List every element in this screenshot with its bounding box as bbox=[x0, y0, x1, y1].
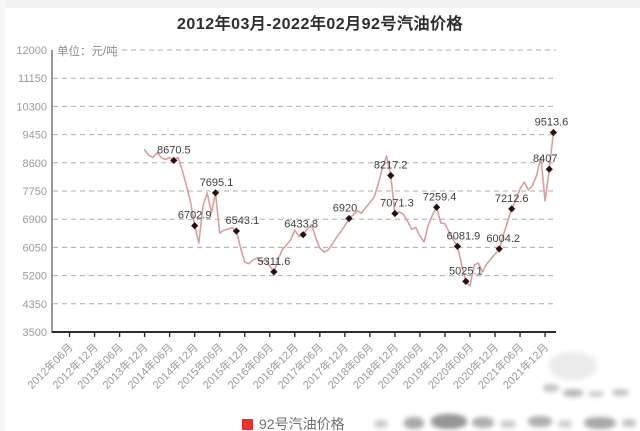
data-point-value-label: 8407 bbox=[533, 153, 557, 165]
legend-series-label: 92号汽油价格 bbox=[259, 416, 345, 431]
data-point-marker bbox=[453, 242, 462, 250]
blurred-watermark-blob bbox=[549, 352, 597, 380]
data-point-marker bbox=[545, 165, 553, 173]
blurred-watermark-blob bbox=[528, 416, 552, 427]
y-axis-tick-label: 7750 bbox=[23, 186, 47, 198]
data-point-value-label: 8217.2 bbox=[374, 159, 408, 171]
blurred-watermark-blob bbox=[404, 417, 424, 429]
data-point-marker bbox=[462, 277, 470, 286]
blurred-watermark-blob bbox=[431, 414, 467, 429]
data-point-value-label: 7212.6 bbox=[495, 193, 529, 205]
page-left-strip bbox=[0, 0, 5, 431]
data-point-marker bbox=[387, 171, 395, 180]
data-point-marker bbox=[270, 268, 278, 276]
y-axis-unit-label: 单位：元/吨 bbox=[57, 46, 118, 58]
y-axis-tick-label: 10300 bbox=[16, 101, 47, 113]
y-axis-tick-label: 8600 bbox=[23, 158, 47, 170]
y-axis-tick-label: 6900 bbox=[23, 214, 47, 226]
y-axis-tick-label: 4350 bbox=[23, 299, 47, 311]
blurred-watermark-blob bbox=[584, 417, 616, 429]
data-point-marker bbox=[170, 156, 178, 165]
legend-color-swatch bbox=[242, 418, 253, 430]
data-point-marker bbox=[232, 227, 240, 235]
data-point-value-label: 7695.1 bbox=[200, 177, 234, 189]
blurred-watermark-blob bbox=[622, 419, 636, 427]
blurred-watermark-blob bbox=[563, 389, 583, 397]
data-point-marker bbox=[345, 214, 353, 223]
blurred-watermark-blob bbox=[472, 417, 494, 428]
data-point-marker bbox=[299, 231, 307, 239]
data-point-marker bbox=[433, 203, 441, 211]
data-point-value-label: 9513.6 bbox=[535, 116, 569, 128]
y-axis-tick-label: 12000 bbox=[16, 45, 47, 57]
y-axis-tick-label: 11150 bbox=[18, 73, 47, 85]
y-axis-tick-label: 5200 bbox=[23, 271, 47, 283]
y-axis-tick-label: 3500 bbox=[23, 327, 47, 339]
data-point-value-label: 6543.1 bbox=[226, 215, 260, 227]
data-point-marker bbox=[549, 128, 558, 137]
blurred-watermark-blob bbox=[588, 391, 604, 397]
data-point-value-label: 8670.5 bbox=[157, 144, 191, 156]
y-axis-tick-label: 6050 bbox=[23, 242, 47, 254]
data-point-marker bbox=[495, 245, 503, 253]
legend: 92号汽油价格 bbox=[242, 414, 345, 431]
y-axis-tick-label: 9450 bbox=[23, 130, 47, 142]
data-point-value-label: 6433.8 bbox=[284, 219, 318, 231]
data-point-marker bbox=[191, 222, 199, 230]
data-point-value-label: 5025.1 bbox=[449, 265, 483, 277]
data-point-value-label: 6920 bbox=[333, 203, 357, 215]
data-point-value-label: 6081.9 bbox=[447, 230, 481, 242]
blurred-watermark-blob bbox=[374, 420, 388, 428]
data-point-marker bbox=[391, 209, 399, 218]
chart-title: 2012年03月-2022年02月92号汽油价格 bbox=[177, 16, 463, 33]
blurred-watermark-blob bbox=[543, 384, 559, 392]
data-point-value-label: 6004.2 bbox=[486, 233, 520, 245]
data-point-value-label: 5311.6 bbox=[258, 256, 291, 268]
data-point-value-label: 7071.3 bbox=[380, 198, 414, 210]
data-point-marker bbox=[211, 189, 220, 197]
data-point-value-label: 7259.4 bbox=[423, 191, 457, 203]
blurred-watermark-blob bbox=[500, 420, 516, 428]
data-point-value-label: 6702.9 bbox=[178, 210, 212, 222]
page-top-strip bbox=[0, 0, 640, 8]
blurred-watermark-blob bbox=[558, 420, 572, 428]
blurred-watermark-blob bbox=[612, 389, 629, 396]
data-point-marker bbox=[508, 205, 516, 213]
